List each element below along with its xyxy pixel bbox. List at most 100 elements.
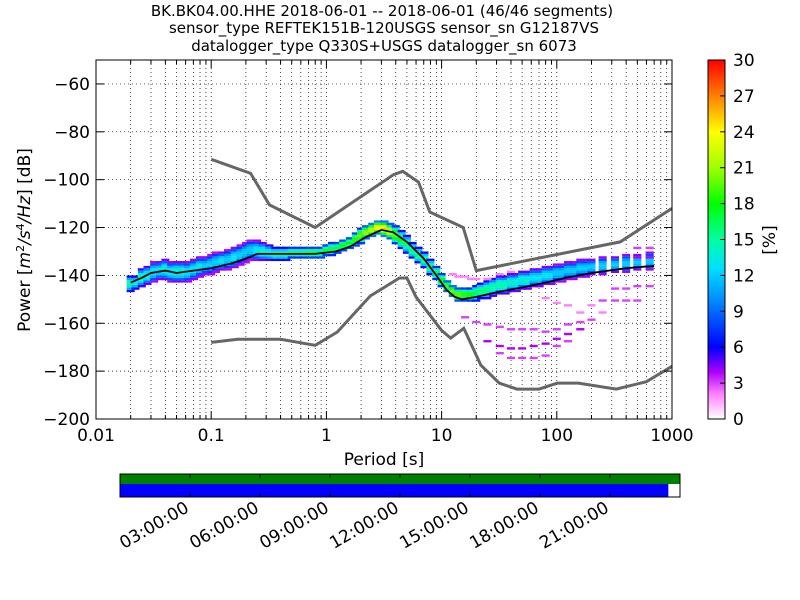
psd-cell (569, 273, 578, 276)
psd-histogram (126, 220, 654, 360)
psd-cell (156, 265, 165, 269)
psd-cell (386, 234, 395, 238)
psd-cell (598, 256, 607, 259)
psd-cell (328, 244, 337, 247)
psd-cell (397, 241, 406, 245)
colorbar-tick-label: 9 (733, 302, 744, 322)
psd-cell (645, 263, 654, 266)
psd-cell (569, 268, 578, 271)
psd-outlier-cell (576, 320, 585, 324)
ylabel-prefix: Power [ (15, 268, 35, 331)
psd-cell (535, 277, 544, 281)
psd-cell (432, 265, 441, 269)
psd-cell (448, 284, 457, 288)
psd-cell (645, 268, 654, 271)
psd-cell (443, 282, 452, 285)
psd-cell (368, 222, 377, 226)
psd-cell (246, 249, 255, 252)
psd-cell (622, 265, 631, 269)
psd-cell (541, 275, 550, 278)
psd-cell (258, 256, 267, 259)
psd-cell (483, 292, 492, 295)
psd-cell (582, 265, 591, 269)
psd-cell (253, 246, 262, 250)
psd-cell (576, 270, 585, 274)
psd-cell (265, 244, 274, 247)
psd-cell (126, 287, 135, 290)
psd-cell (190, 261, 199, 264)
x-axis: 0.01 0.1 1 10 100 1000 (77, 60, 694, 446)
psd-cell (161, 258, 170, 262)
psd-outlier-cell (587, 304, 596, 307)
psd-cell (558, 265, 567, 269)
psd-cell (489, 282, 498, 285)
psd-cell (506, 280, 515, 283)
psd-cell (645, 253, 654, 257)
psd-cell (541, 273, 550, 276)
psd-cell (582, 261, 591, 264)
psd-cell (241, 253, 250, 257)
psd-cell (258, 251, 267, 254)
psd-cell (535, 275, 544, 278)
psd-cell (495, 287, 504, 290)
psd-cell (224, 258, 233, 262)
psd-cell (414, 256, 423, 259)
psd-cell (339, 246, 348, 250)
psd-cell (432, 277, 441, 281)
psd-cell (461, 287, 470, 290)
psd-cell (253, 258, 262, 262)
psd-cell (224, 268, 233, 271)
psd-cell (282, 251, 291, 254)
psd-cell (265, 256, 274, 259)
psd-cell (305, 249, 314, 252)
psd-cell (322, 244, 331, 247)
psd-cell (253, 249, 262, 252)
psd-cell (426, 263, 435, 266)
psd-cell (161, 273, 170, 276)
psd-cell (172, 263, 181, 266)
psd-cell (345, 241, 354, 245)
psd-cell (190, 268, 199, 271)
psd-cell (380, 225, 389, 228)
psd-cell (196, 273, 205, 276)
psd-cell (610, 261, 620, 264)
psd-cell (236, 263, 245, 266)
psd-outlier-cell (448, 273, 457, 276)
psd-cell (143, 282, 152, 285)
psd-cell (345, 237, 354, 240)
psd-cell (361, 225, 370, 228)
psd-cell (582, 268, 591, 271)
psd-cell (529, 270, 538, 274)
psd-cell (523, 270, 532, 274)
psd-cell (483, 287, 492, 290)
y-axis-label: Power [m2/s4/Hz] [dB] (14, 148, 36, 332)
psd-cell (218, 256, 227, 259)
psd-cell (483, 280, 492, 283)
psd-cell (150, 261, 159, 264)
psd-outlier-cell (598, 311, 607, 314)
psd-cell (207, 256, 216, 259)
psd-cell (293, 253, 302, 257)
psd-cell (373, 225, 382, 228)
psd-cell (236, 256, 245, 259)
psd-cell (408, 249, 417, 252)
psd-cell (477, 289, 486, 293)
psd-cell (265, 251, 274, 254)
psd-cell (218, 251, 227, 254)
psd-cell (426, 258, 435, 262)
psd-outlier-cell (541, 342, 550, 345)
psd-cell (241, 261, 250, 264)
psd-cell (126, 277, 135, 281)
psd-cell (426, 270, 435, 274)
psd-cell (253, 239, 262, 242)
psd-cell (512, 280, 521, 283)
psd-outlier-cell (563, 332, 572, 336)
psd-cell (246, 258, 255, 262)
psd-cell (373, 232, 382, 235)
psd-cell (512, 275, 521, 278)
psd-cell (535, 270, 544, 274)
psd-cell (218, 258, 227, 262)
psd-cell (287, 253, 296, 257)
psd-cell (408, 256, 417, 259)
psd-cell (547, 277, 556, 281)
